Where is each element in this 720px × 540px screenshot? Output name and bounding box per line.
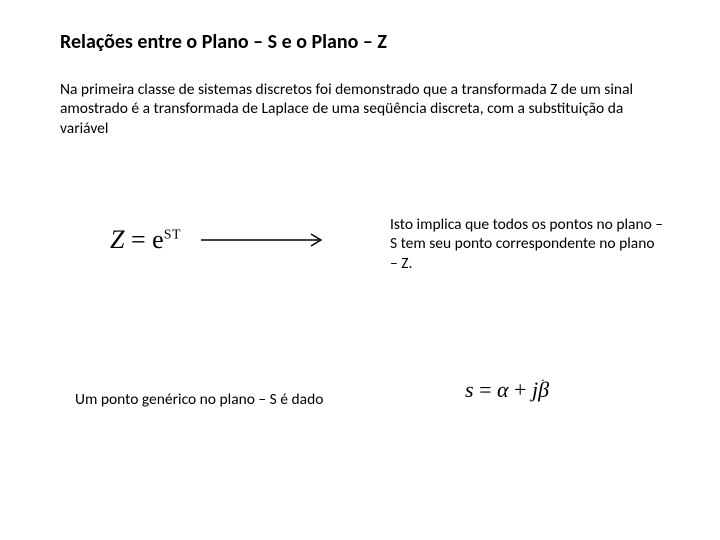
- equation-1: Z = eST: [110, 225, 181, 255]
- eq2-s: s: [465, 377, 474, 402]
- arrow-icon: [199, 230, 329, 250]
- intro-paragraph: Na primeira classe de sistemas discretos…: [60, 80, 660, 138]
- equation-1-area: Z = eST: [110, 225, 329, 255]
- equation-2: s = α + jβ: [465, 377, 549, 403]
- eq1-Z: Z: [110, 225, 124, 254]
- eq1-e: e: [152, 225, 164, 254]
- page-title: Relações entre o Plano – S e o Plano – Z: [60, 30, 387, 54]
- eq1-exponent: ST: [164, 227, 181, 242]
- slide-page: Relações entre o Plano – S e o Plano – Z…: [0, 0, 720, 540]
- eq2-alpha: α: [497, 377, 509, 402]
- eq2-beta: β: [538, 377, 549, 403]
- generic-point-text: Um ponto genérico no plano – S é dado: [75, 390, 323, 409]
- implication-text: Isto implica que todos os pontos no plan…: [390, 215, 665, 273]
- eq1-equals: =: [124, 225, 152, 254]
- eq2-plus: +: [509, 377, 532, 402]
- eq2-equals: =: [474, 377, 497, 402]
